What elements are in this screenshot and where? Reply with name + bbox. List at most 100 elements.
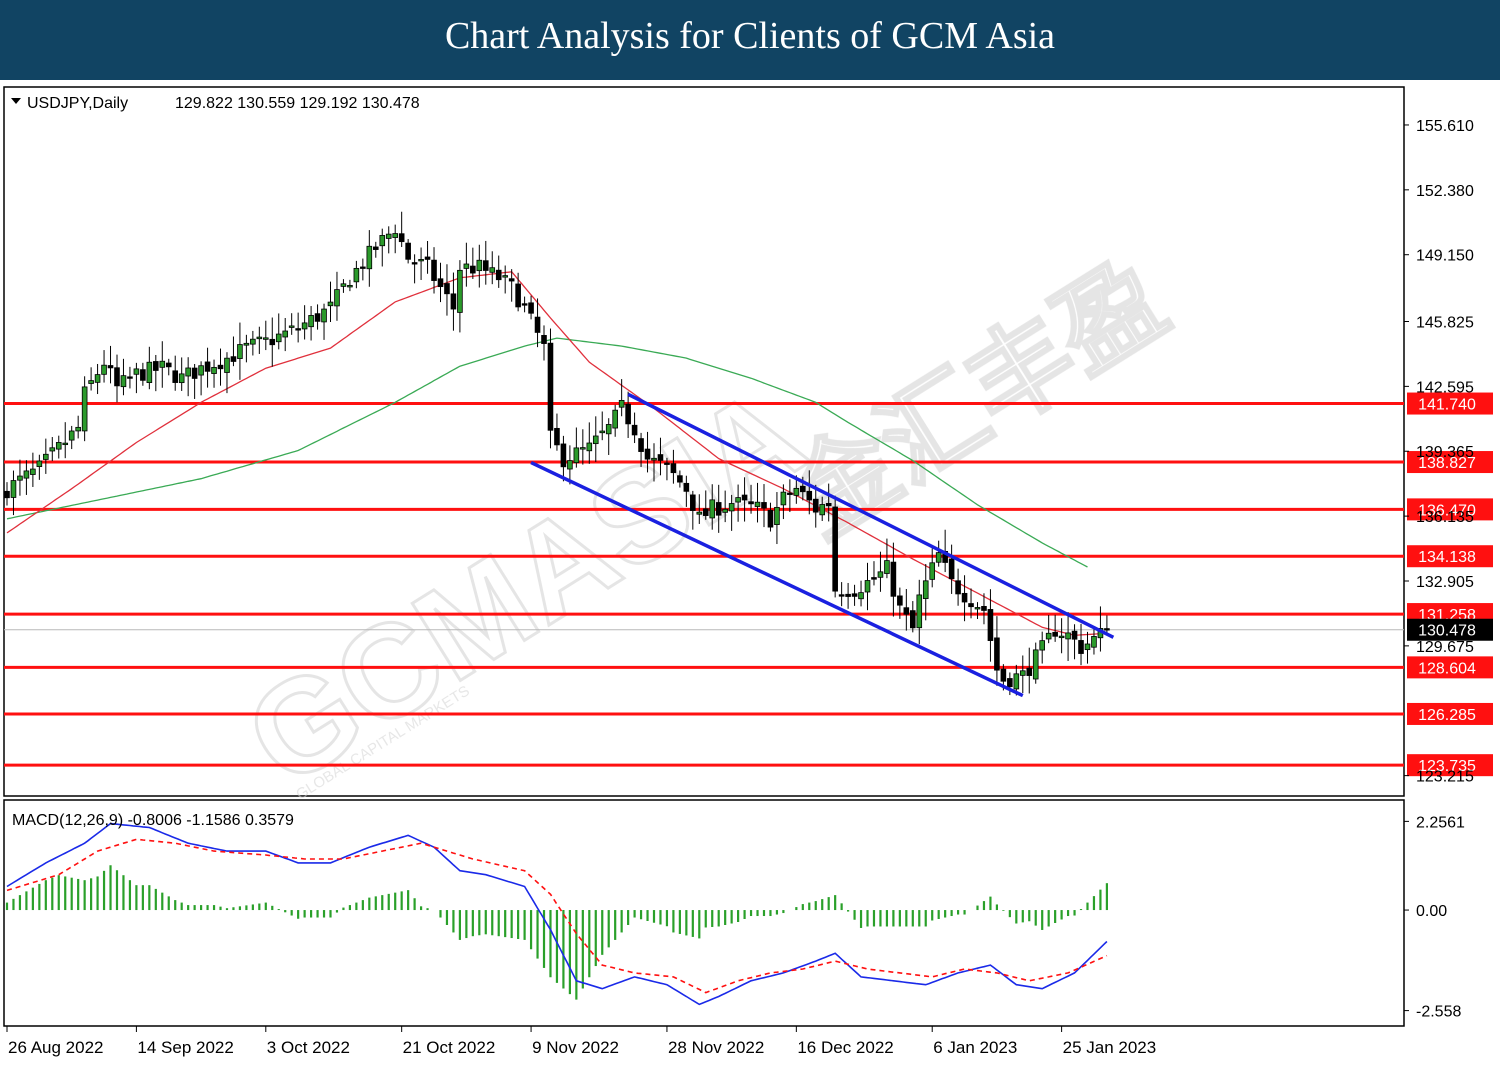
candle[interactable] — [127, 366, 133, 389]
candle[interactable] — [178, 357, 185, 391]
candle[interactable] — [1026, 647, 1033, 694]
candle[interactable] — [1065, 612, 1071, 661]
candle[interactable] — [385, 226, 392, 254]
candle[interactable] — [625, 391, 631, 438]
candle[interactable] — [1104, 615, 1110, 634]
candle[interactable] — [599, 411, 606, 441]
candle[interactable] — [515, 272, 521, 312]
candle[interactable] — [153, 354, 159, 392]
candle[interactable] — [75, 415, 81, 439]
candle[interactable] — [547, 328, 554, 449]
price-panel[interactable] — [3, 86, 1405, 797]
candle[interactable] — [754, 482, 761, 523]
candle[interactable] — [275, 313, 282, 350]
candle[interactable] — [262, 320, 269, 351]
candle[interactable] — [256, 326, 263, 354]
candle[interactable] — [107, 345, 114, 384]
candle[interactable] — [929, 548, 936, 588]
candle[interactable] — [405, 239, 411, 264]
candle[interactable] — [347, 279, 353, 292]
candle[interactable] — [1032, 642, 1039, 684]
candle[interactable] — [282, 318, 289, 352]
candle[interactable] — [321, 303, 327, 340]
candle[interactable] — [217, 348, 224, 386]
candle[interactable] — [88, 367, 94, 391]
candle[interactable] — [211, 359, 217, 388]
macd-panel[interactable] — [3, 799, 1405, 1027]
candle[interactable] — [761, 484, 767, 528]
candle[interactable] — [864, 562, 871, 611]
symbol-dropdown-icon[interactable] — [11, 98, 21, 104]
candle[interactable] — [444, 264, 450, 316]
candle[interactable] — [935, 540, 942, 567]
candle[interactable] — [450, 272, 457, 331]
candle[interactable] — [230, 336, 237, 367]
candle[interactable] — [185, 357, 191, 397]
candle[interactable] — [787, 479, 793, 513]
candle[interactable] — [838, 582, 845, 607]
candle[interactable] — [431, 247, 437, 294]
candle[interactable] — [521, 296, 528, 313]
candle[interactable] — [237, 322, 243, 380]
candle[interactable] — [961, 575, 968, 622]
channel-lower-line[interactable] — [530, 461, 1024, 698]
candle[interactable] — [955, 568, 961, 606]
candle[interactable] — [30, 452, 36, 487]
candle[interactable] — [308, 306, 314, 341]
candle[interactable] — [871, 561, 877, 586]
candle[interactable] — [424, 241, 431, 274]
candle[interactable] — [476, 244, 483, 288]
candle[interactable] — [644, 431, 651, 473]
candle[interactable] — [314, 304, 321, 330]
candle[interactable] — [250, 330, 256, 356]
candle[interactable] — [1058, 618, 1065, 654]
candle[interactable] — [1078, 623, 1084, 666]
candle[interactable] — [806, 470, 813, 515]
candle[interactable] — [910, 601, 916, 633]
candle[interactable] — [670, 449, 677, 484]
candle[interactable] — [780, 484, 787, 520]
candle[interactable] — [94, 363, 101, 395]
candle[interactable] — [631, 412, 638, 444]
candle[interactable] — [528, 295, 534, 320]
candle[interactable] — [638, 432, 644, 467]
candle[interactable] — [994, 616, 1000, 686]
candle[interactable] — [657, 437, 664, 476]
candle[interactable] — [482, 240, 489, 285]
candle[interactable] — [508, 269, 515, 302]
candle[interactable] — [573, 427, 580, 468]
candle[interactable] — [592, 416, 599, 462]
candle[interactable] — [741, 477, 748, 522]
candle[interactable] — [165, 358, 172, 376]
candle[interactable] — [812, 484, 819, 528]
candle[interactable] — [884, 538, 890, 579]
candle[interactable] — [683, 475, 690, 507]
candle[interactable] — [437, 262, 444, 303]
candle[interactable] — [709, 484, 716, 530]
candle[interactable] — [819, 496, 826, 521]
candle[interactable] — [43, 438, 49, 474]
candle[interactable] — [159, 341, 166, 388]
candle[interactable] — [774, 492, 780, 545]
candle[interactable] — [1013, 664, 1020, 696]
candle[interactable] — [948, 544, 955, 594]
candle[interactable] — [981, 593, 987, 625]
candle[interactable] — [1052, 614, 1058, 642]
candle[interactable] — [295, 312, 301, 343]
candle[interactable] — [541, 325, 547, 361]
candle[interactable] — [735, 484, 741, 522]
candle[interactable] — [922, 564, 929, 621]
candle[interactable] — [81, 376, 88, 442]
candle[interactable] — [204, 347, 211, 388]
candle[interactable] — [457, 260, 463, 333]
candle[interactable] — [690, 490, 696, 530]
candle[interactable] — [269, 317, 276, 367]
candle[interactable] — [916, 579, 923, 645]
candle[interactable] — [334, 271, 340, 321]
candle[interactable] — [696, 494, 703, 524]
candle[interactable] — [586, 422, 593, 464]
chart-svg[interactable]: GCMASIA GLOBAL CAPITAL MARKETS 金汇丰盈 141.… — [0, 80, 1500, 1071]
candle[interactable] — [832, 495, 838, 598]
candle[interactable] — [327, 281, 334, 323]
candle[interactable] — [903, 589, 910, 631]
